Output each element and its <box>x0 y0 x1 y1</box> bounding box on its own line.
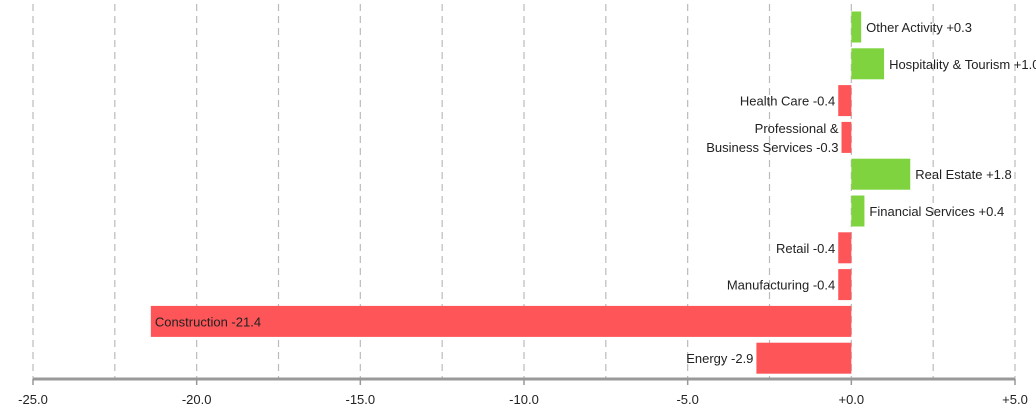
bar <box>838 232 852 264</box>
x-tick-label: -5.0 <box>676 392 698 407</box>
bar-label: Real Estate +1.8 <box>915 167 1011 182</box>
bar-label: Construction -21.4 <box>155 314 261 329</box>
bar-label: Financial Services +0.4 <box>869 204 1004 219</box>
bar-label: Manufacturing -0.4 <box>727 278 835 293</box>
bar-label: Professional & Business Services -0.3 <box>706 121 839 155</box>
bar-label: Health Care -0.4 <box>740 94 835 109</box>
x-tick-label: +5.0 <box>1002 392 1028 407</box>
x-tick-label: -10.0 <box>509 392 539 407</box>
bar <box>756 342 852 374</box>
x-tick-label: -20.0 <box>182 392 212 407</box>
bar-label: Retail -0.4 <box>776 241 835 256</box>
x-axis: -25.0 -20.0 -15.0 -10.0 -5.0 +0.0 +5.0 <box>18 377 1028 407</box>
x-tick-label: +0.0 <box>838 392 864 407</box>
bar-label: Energy -2.9 <box>686 351 753 366</box>
bar <box>851 158 911 190</box>
bar-label: Other Activity +0.3 <box>866 20 972 35</box>
x-tick-label: -25.0 <box>18 392 48 407</box>
bar <box>851 11 862 43</box>
bar <box>838 269 852 301</box>
bar <box>851 195 865 227</box>
bar <box>841 121 852 153</box>
x-tick-label: -15.0 <box>346 392 376 407</box>
bar-labels: Other Activity +0.3 Hospitality & Tourism… <box>155 20 1036 366</box>
bar <box>851 48 885 80</box>
bar <box>150 305 852 337</box>
bar <box>838 85 852 117</box>
bar-label: Hospitality & Tourism +1.0 <box>889 57 1036 72</box>
bars <box>150 11 911 374</box>
